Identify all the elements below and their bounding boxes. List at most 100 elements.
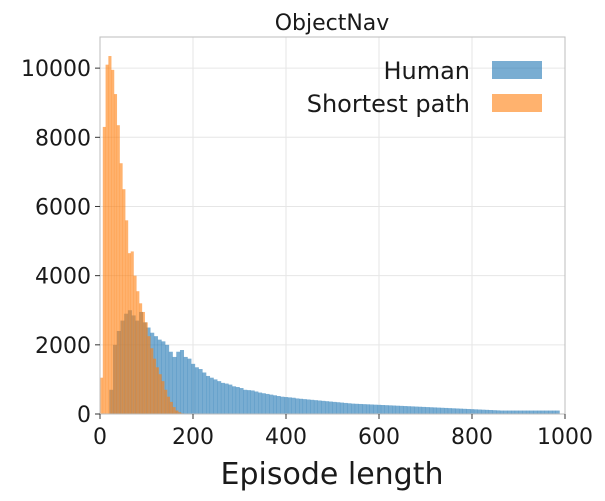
histogram-bar xyxy=(332,401,337,414)
histogram-bar xyxy=(466,408,471,414)
histogram-bar xyxy=(392,405,397,414)
histogram-bar xyxy=(358,403,363,414)
legend: Human Shortest path xyxy=(307,57,542,118)
histogram-bar xyxy=(155,367,159,414)
histogram-bar xyxy=(418,406,423,414)
histogram-bar xyxy=(328,401,333,414)
histogram-bar xyxy=(462,408,467,414)
histogram-bar xyxy=(258,392,263,414)
histogram-bar xyxy=(447,408,452,414)
histogram-bar xyxy=(362,404,367,414)
histogram-bar xyxy=(125,220,129,414)
histogram-bar xyxy=(169,401,173,414)
histogram-bar xyxy=(161,381,165,414)
histogram-bar xyxy=(325,401,330,414)
histogram-bar xyxy=(217,381,222,414)
x-axis-label: Episode length xyxy=(221,457,444,492)
histogram-bar xyxy=(269,394,274,414)
histogram-bar xyxy=(130,251,134,414)
histogram-bar xyxy=(380,405,385,414)
histogram-bar xyxy=(436,407,441,414)
histogram-bar xyxy=(280,396,285,414)
histogram-bar xyxy=(343,402,348,414)
histogram-bar xyxy=(317,400,322,414)
histogram-bar xyxy=(555,410,560,414)
histogram-bar xyxy=(336,402,341,414)
histogram-bar xyxy=(384,405,389,414)
histogram-bar xyxy=(395,405,400,414)
y-tick-label: 4000 xyxy=(35,265,91,290)
histogram-bar xyxy=(306,399,311,414)
histogram-bar xyxy=(485,409,490,414)
histogram-bar xyxy=(111,69,115,415)
histogram-bar xyxy=(141,311,145,414)
histogram-bar xyxy=(127,253,131,414)
histogram-bar xyxy=(179,350,184,414)
histogram-bar xyxy=(403,406,408,414)
histogram-bar xyxy=(373,404,378,414)
y-tick-label: 10000 xyxy=(21,57,91,82)
histogram-bar xyxy=(172,407,176,414)
histogram-bar xyxy=(295,398,300,414)
histogram-bar xyxy=(406,406,411,414)
histogram-bar xyxy=(235,387,240,414)
histogram-bar xyxy=(499,410,504,414)
histogram-bar xyxy=(228,384,233,414)
x-tick-label: 200 xyxy=(172,425,214,450)
histogram-bar xyxy=(451,408,456,414)
histogram-bar xyxy=(220,382,225,414)
histogram-bar xyxy=(213,379,218,414)
legend-label-shortest-path: Shortest path xyxy=(307,90,470,118)
histogram-bar xyxy=(144,322,148,414)
histogram-bar xyxy=(488,410,493,414)
histogram-bar xyxy=(265,393,270,414)
histogram-bar xyxy=(136,291,140,414)
y-tick-label: 2000 xyxy=(35,334,91,359)
y-tick-label: 0 xyxy=(77,403,91,428)
histogram-bar xyxy=(165,344,170,414)
histogram-bar xyxy=(369,404,374,414)
histogram-bar xyxy=(354,403,359,414)
histogram-bar xyxy=(377,404,382,414)
histogram-bar xyxy=(432,407,437,414)
histogram-bar xyxy=(187,358,192,414)
histogram-bar xyxy=(399,405,404,414)
histogram-bar xyxy=(191,363,196,414)
histogram-bar xyxy=(458,408,463,414)
histogram-bar xyxy=(105,64,109,414)
histogram-bar xyxy=(551,410,556,414)
legend-swatch-shortest-path xyxy=(492,94,542,112)
plot-frame xyxy=(99,36,566,415)
histogram-bar xyxy=(455,408,460,414)
chart-title: ObjectNav xyxy=(275,11,390,36)
histogram-bar xyxy=(139,303,143,414)
x-tick-label: 400 xyxy=(265,425,307,450)
histogram-bar xyxy=(250,390,255,414)
histogram-bar xyxy=(122,189,126,414)
histogram-bar xyxy=(113,94,118,414)
y-tick-label: 8000 xyxy=(35,126,91,151)
histogram-bar xyxy=(147,336,151,414)
histogram-bar xyxy=(232,386,237,414)
histogram-bar xyxy=(351,403,356,414)
histogram-bar xyxy=(183,356,188,414)
histogram-bar xyxy=(176,351,181,414)
legend-swatch-human xyxy=(492,61,542,79)
histogram-bar xyxy=(421,406,426,414)
histogram-bar xyxy=(440,407,445,414)
histogram-bar xyxy=(529,410,534,414)
histogram-bar xyxy=(429,407,434,414)
histogram-bar xyxy=(492,410,497,414)
histogram-bar xyxy=(444,407,449,414)
histogram-bar xyxy=(503,410,508,414)
histogram-bar xyxy=(537,410,542,414)
histogram-bar xyxy=(544,410,549,414)
histogram-bar xyxy=(496,410,501,414)
histogram-bar xyxy=(153,358,157,414)
histogram-bar xyxy=(166,396,171,414)
legend-label-human: Human xyxy=(383,57,470,85)
x-tick-label: 1000 xyxy=(537,425,593,450)
histogram-bar xyxy=(243,389,248,414)
histogram-bar xyxy=(299,398,304,414)
